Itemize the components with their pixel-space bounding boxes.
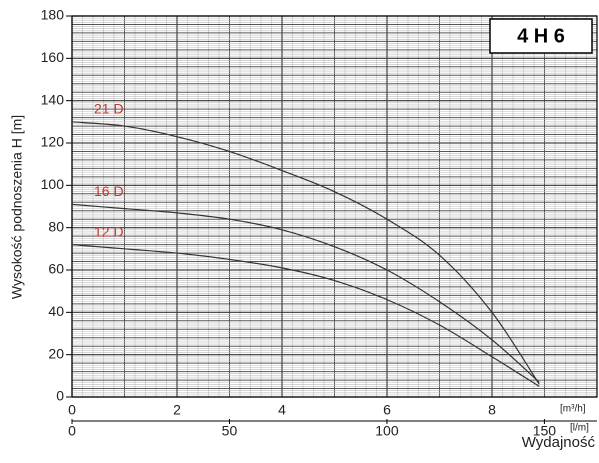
y-axis-label: Wysokość podnoszenia H [m]: [9, 115, 25, 299]
plot-frame: [71, 15, 598, 398]
x-tick-label: 4: [278, 402, 286, 418]
chart-title: 4 H 6: [517, 25, 565, 47]
y-tick-label: 0: [56, 388, 64, 404]
y-tick-label: 100: [41, 176, 65, 192]
y-tick-label: 20: [48, 345, 64, 361]
series-label: 21 D: [94, 101, 124, 117]
x2-tick-label: 150: [533, 423, 557, 439]
series-line: [71, 244, 540, 387]
x2-tick-label: 0: [68, 423, 76, 439]
y-tick-label: 140: [41, 91, 65, 107]
x2-tick-label: 100: [375, 423, 399, 439]
x-tick-label: 6: [383, 402, 391, 418]
y-tick-label: 120: [41, 134, 65, 150]
y-tick-label: 40: [48, 303, 64, 319]
x2-tick-label: 50: [222, 423, 238, 439]
x2-unit: [l/m]: [570, 423, 589, 434]
series-line: [71, 121, 540, 385]
x-tick-label: 8: [488, 402, 496, 418]
series-label: 16 D: [94, 183, 124, 199]
x-unit: [m³/h]: [560, 404, 586, 415]
title-box: [489, 18, 593, 54]
series-label: 12 D: [94, 223, 124, 239]
x-tick-label: 0: [68, 402, 76, 418]
y-tick-label: 60: [48, 261, 64, 277]
y-tick-label: 160: [41, 49, 65, 65]
x-axis-label: Wydajność: [522, 434, 596, 451]
series-line: [71, 203, 540, 383]
y-tick-label: 80: [48, 218, 64, 234]
y-tick-label: 180: [41, 7, 65, 23]
x-tick-label: 2: [173, 402, 181, 418]
